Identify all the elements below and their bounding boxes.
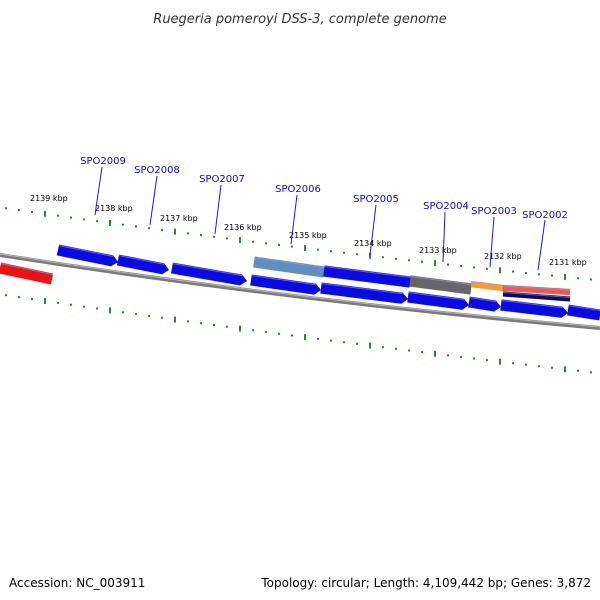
gene-arrow-shade bbox=[324, 266, 411, 278]
kbp-label: 2133 kbp bbox=[419, 246, 457, 255]
gene-label-spo2003[interactable]: SPO2003 bbox=[471, 206, 517, 217]
reverse-strand-genes bbox=[0, 262, 600, 321]
gene-label-leaders bbox=[94, 166, 546, 271]
gene-arrow-salmon-shade bbox=[503, 285, 571, 291]
kbp-label: 2136 kbp bbox=[224, 223, 262, 232]
gene-arrow-gray[interactable] bbox=[409, 275, 472, 295]
gene-arrow-red-shade bbox=[0, 263, 54, 276]
gene-arrow-shade bbox=[119, 255, 165, 265]
leader-line bbox=[537, 219, 546, 271]
gene-arrow-highlight[interactable] bbox=[252, 256, 326, 278]
gene-arrow-shade bbox=[321, 283, 403, 295]
gene-arrow-gray-shade bbox=[410, 276, 472, 285]
leader-line bbox=[369, 204, 377, 256]
backbone bbox=[0, 253, 600, 330]
gene-arrow-shade bbox=[408, 292, 464, 301]
inner-tick-ring bbox=[5, 294, 592, 374]
gene-arrow-shade bbox=[469, 297, 496, 303]
genome-summary-text: Topology: circular; Length: 4,109,442 bp… bbox=[260, 576, 591, 590]
backbone-line bbox=[0, 253, 600, 330]
leader-line bbox=[489, 216, 495, 268]
gene-label-spo2005[interactable]: SPO2005 bbox=[353, 194, 399, 205]
gene-arrow-shade bbox=[251, 275, 316, 286]
outer-tick-ring bbox=[5, 207, 592, 281]
gene-arrow-orange-shade bbox=[471, 281, 504, 287]
accession-text: Accession: NC_003911 bbox=[9, 576, 145, 590]
gene-arrow-shade bbox=[172, 263, 243, 277]
gene-arrow[interactable] bbox=[249, 274, 322, 295]
kbp-labels: 2139 kbp 2138 kbp 2137 kbp 2136 kbp 2135… bbox=[30, 194, 587, 267]
gene-arrow-highlight-shade bbox=[254, 257, 325, 269]
kbp-label: 2131 kbp bbox=[549, 258, 587, 267]
gene-arrow[interactable] bbox=[56, 244, 119, 267]
leader-line bbox=[94, 166, 103, 216]
gene-arrow-shade bbox=[568, 305, 600, 311]
gene-arrow-shade bbox=[59, 245, 114, 257]
gene-arrow[interactable] bbox=[500, 299, 569, 318]
genome-title: Ruegeria pomeroyi DSS-3, complete genome bbox=[153, 12, 446, 27]
gene-label-spo2006[interactable]: SPO2006 bbox=[275, 184, 321, 195]
gene-label-spo2002[interactable]: SPO2002 bbox=[522, 210, 568, 221]
backbone-highlight bbox=[0, 253, 600, 328]
kbp-label: 2139 kbp bbox=[30, 194, 68, 203]
kbp-label: 2138 kbp bbox=[95, 204, 133, 213]
gene-arrow[interactable] bbox=[407, 291, 470, 310]
gene-arrow[interactable] bbox=[116, 254, 170, 275]
gene-arrow[interactable] bbox=[566, 304, 600, 321]
leader-line bbox=[290, 194, 298, 245]
gene-arrow[interactable] bbox=[170, 262, 248, 286]
gene-label-spo2008[interactable]: SPO2008 bbox=[134, 165, 180, 176]
gene-label-spo2004[interactable]: SPO2004 bbox=[423, 201, 469, 212]
leader-line bbox=[149, 175, 158, 226]
forward-strand-genes bbox=[56, 244, 571, 302]
gene-arrow-navy-shade bbox=[503, 292, 571, 298]
gene-arrow-salmon[interactable] bbox=[502, 284, 571, 296]
gene-arrow[interactable] bbox=[467, 296, 502, 312]
leader-line bbox=[442, 211, 446, 263]
gene-labels: SPO2009 SPO2008 SPO2007 SPO2006 SPO2005 … bbox=[80, 156, 568, 221]
gene-arrow[interactable] bbox=[320, 282, 409, 304]
gene-label-spo2007[interactable]: SPO2007 bbox=[199, 174, 245, 185]
gene-arrow-red[interactable] bbox=[0, 262, 54, 285]
gene-arrow-shade bbox=[501, 300, 563, 309]
kbp-label: 2137 kbp bbox=[160, 214, 198, 223]
gene-label-spo2009[interactable]: SPO2009 bbox=[80, 156, 126, 167]
kbp-label: 2132 kbp bbox=[484, 252, 522, 261]
kbp-label: 2135 kbp bbox=[289, 231, 327, 240]
kbp-label: 2134 kbp bbox=[354, 239, 392, 248]
leader-line bbox=[214, 184, 222, 235]
